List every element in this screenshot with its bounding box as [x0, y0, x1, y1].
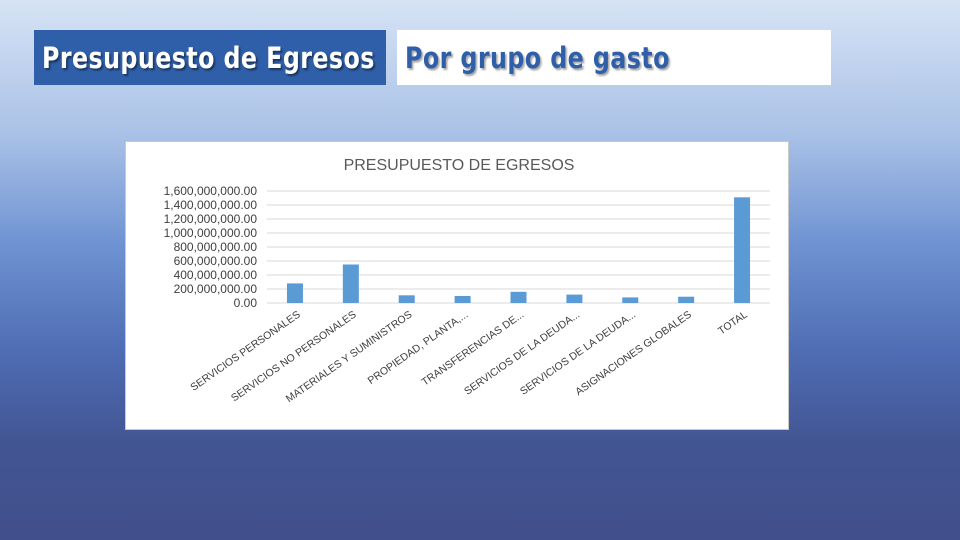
y-axis-ticks: 0.00200,000,000.00400,000,000.00600,000,…: [164, 184, 258, 310]
x-tick-label: ASIGNACIONES GLOBALES: [573, 309, 694, 398]
y-tick-label: 1,200,000,000.00: [164, 212, 258, 226]
bar: [678, 296, 695, 303]
slide-title: Presupuesto de Egresos: [42, 40, 375, 75]
bar: [398, 295, 415, 303]
slide-title-box: Presupuesto de Egresos: [34, 30, 386, 85]
y-tick-label: 600,000,000.00: [174, 254, 258, 268]
slide-subtitle-box: Por grupo de gasto: [397, 30, 831, 85]
bar: [510, 291, 527, 303]
y-tick-label: 400,000,000.00: [174, 268, 258, 282]
y-tick-label: 0.00: [234, 296, 258, 310]
y-tick-label: 1,400,000,000.00: [164, 198, 258, 212]
x-tick-label: TOTAL: [716, 309, 750, 338]
chart-container: PRESUPUESTO DE EGRESOS 0.00 200,000,000.0…: [125, 141, 789, 430]
y-tick-label: 1,000,000,000.00: [164, 226, 258, 240]
bar-chart: PRESUPUESTO DE EGRESOS 0.00200,000,000.0…: [164, 157, 770, 406]
bar: [342, 264, 359, 303]
chart-title: PRESUPUESTO DE EGRESOS: [344, 157, 575, 174]
x-tick-label: SERVICIOS PERSONALES: [188, 309, 302, 394]
bars: [286, 197, 751, 303]
slide-subtitle: Por grupo de gasto: [405, 40, 670, 75]
y-tick-label: 800,000,000.00: [174, 240, 258, 254]
x-tick-label: PROPIEDAD, PLANTA,...: [366, 309, 471, 387]
bar: [734, 197, 751, 303]
gridlines: [267, 190, 770, 304]
bar: [286, 283, 303, 303]
bar: [566, 294, 583, 303]
bar: [454, 296, 471, 303]
x-tick-label: TRANSFERENCIAS DE...: [419, 309, 526, 389]
y-tick-label: 200,000,000.00: [174, 282, 258, 296]
y-tick-label: 1,600,000,000.00: [164, 184, 258, 198]
bar: [622, 297, 639, 303]
